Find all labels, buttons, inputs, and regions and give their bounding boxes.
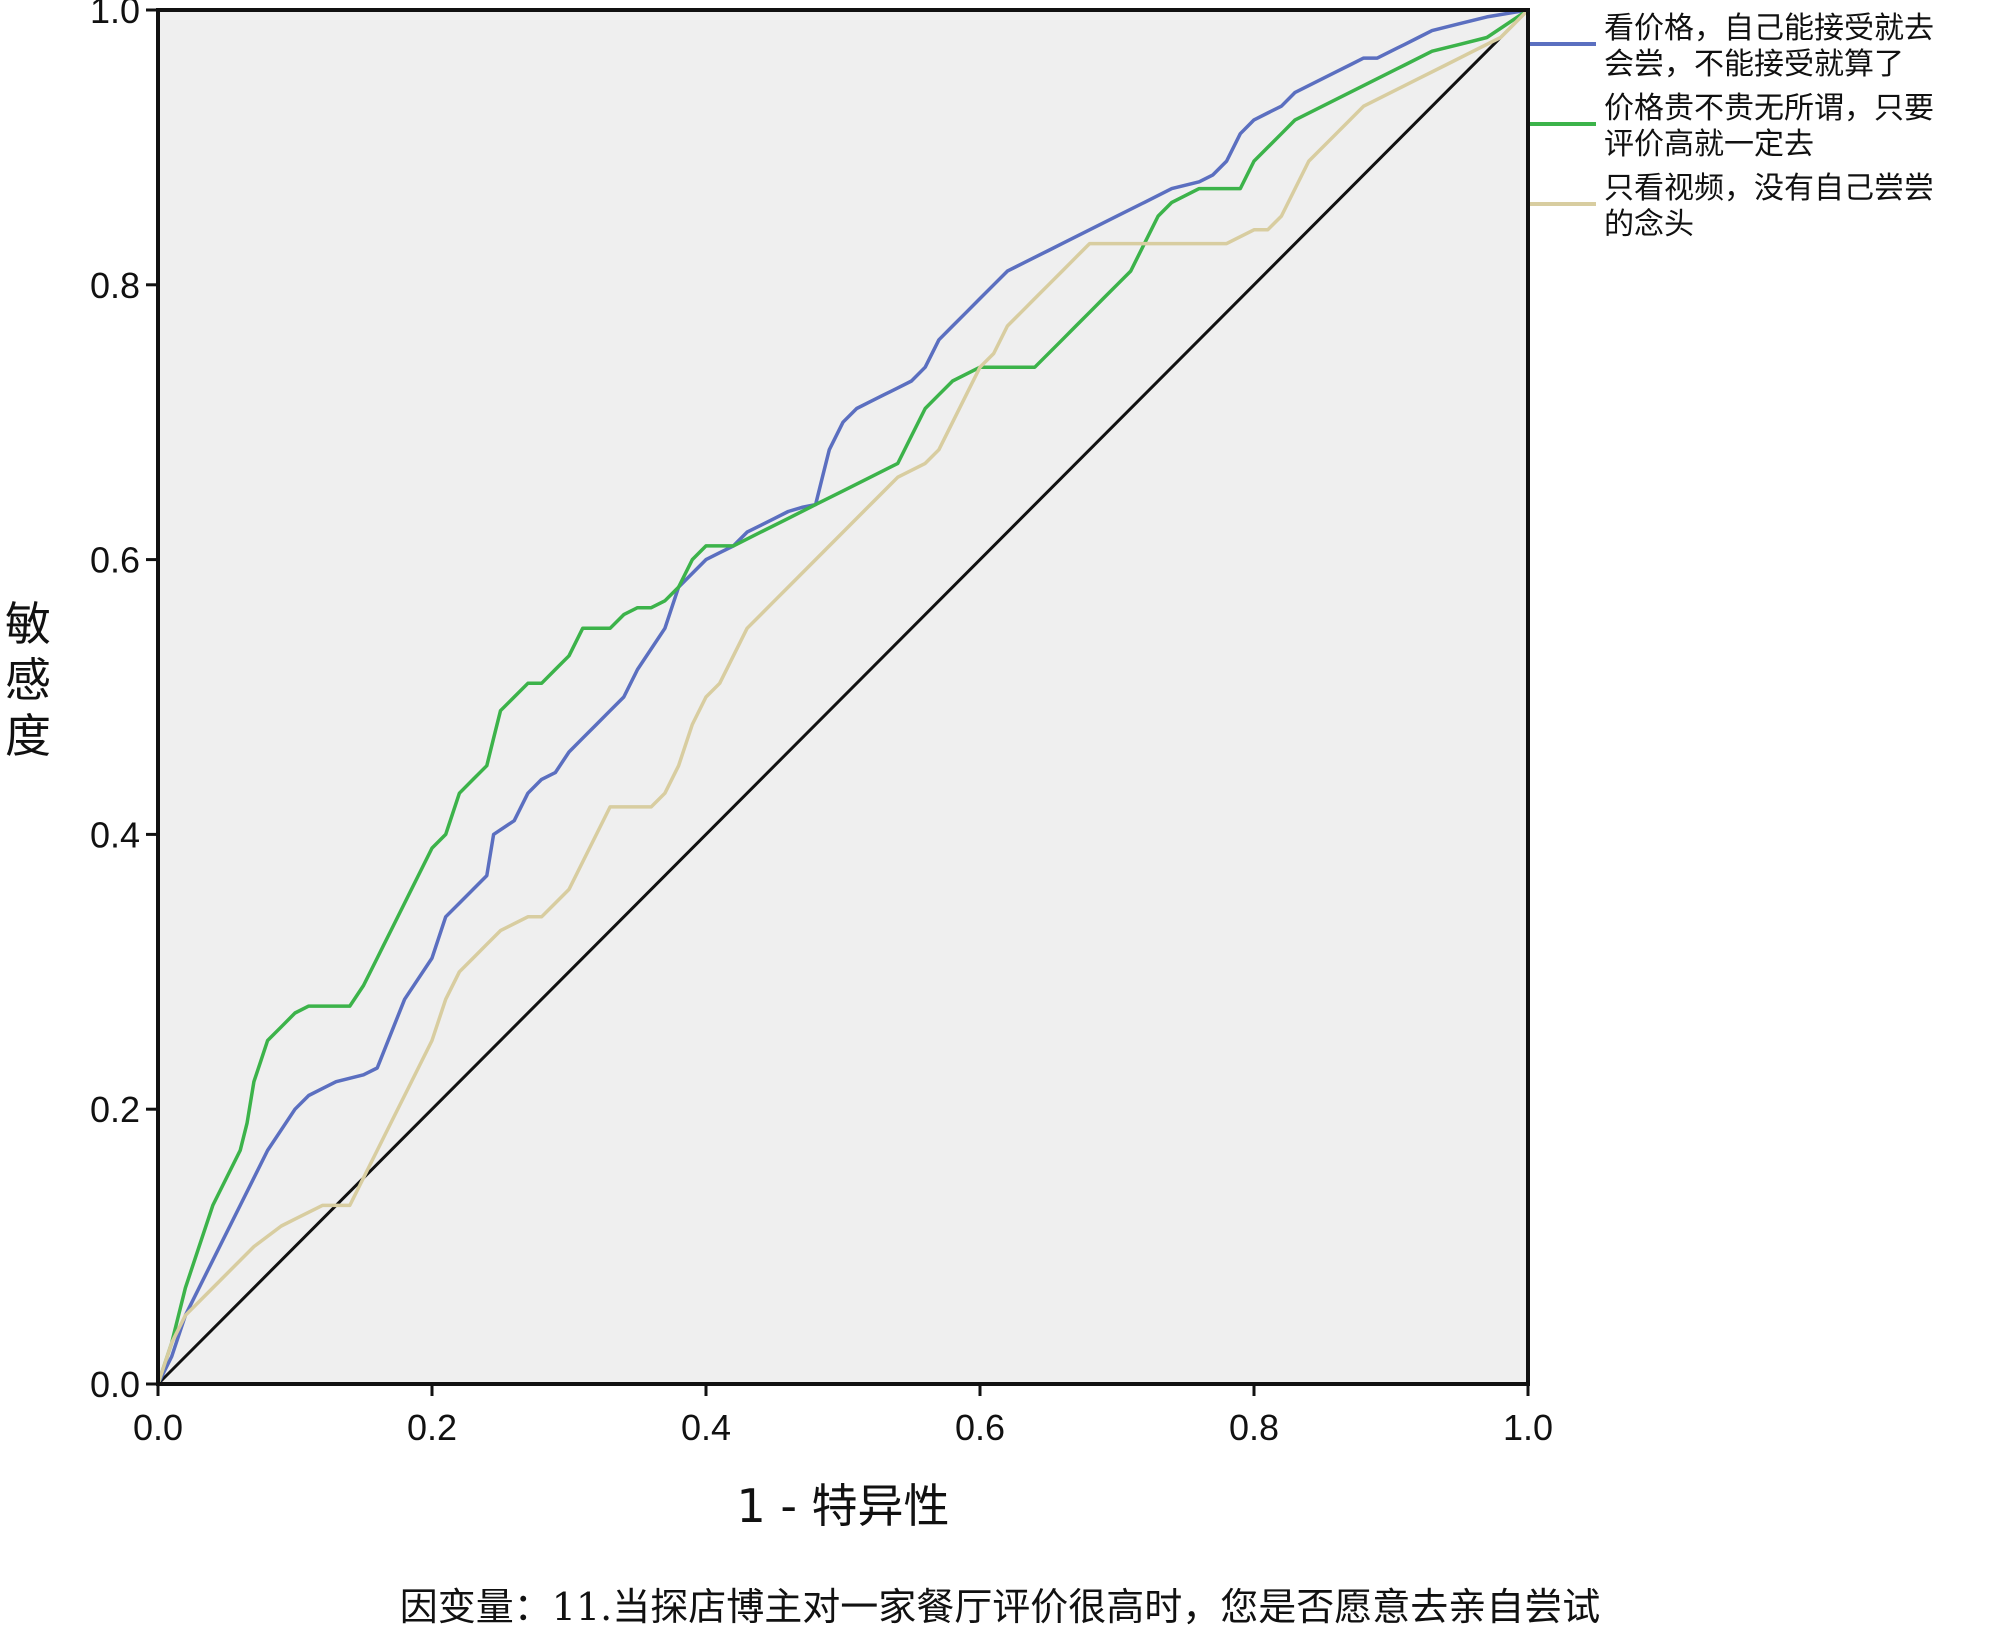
reference-diagonal-line bbox=[156, 8, 1530, 1386]
x-tick-label: 0.4 bbox=[681, 1407, 731, 1448]
legend-label: 只看视频，没有自己尝尝 bbox=[1604, 171, 1934, 206]
legend-label: 价格贵不贵无所谓，只要 bbox=[1604, 91, 1934, 126]
legend-label: 的念头 bbox=[1604, 207, 1694, 242]
y-tick-label: 0.4 bbox=[90, 814, 140, 855]
roc-curve-series-2 bbox=[156, 8, 1529, 1385]
y-tick-label: 0.2 bbox=[90, 1089, 140, 1130]
y-tick-label: 0.6 bbox=[90, 540, 140, 581]
x-axis-title: 1 - 特异性 bbox=[736, 1479, 949, 1533]
chart-caption: 因变量：11.当探店博主对一家餐厅评价很高时，您是否愿意去亲自尝试 bbox=[400, 1585, 1600, 1628]
roc-curve-series-1 bbox=[156, 8, 1529, 1385]
y-tick-label: 1.0 bbox=[90, 0, 140, 31]
roc-curve-series-3 bbox=[156, 8, 1530, 1385]
legend-label: 会尝，不能接受就算了 bbox=[1604, 47, 1904, 82]
legend-label: 看价格，自己能接受就去 bbox=[1604, 11, 1934, 46]
x-tick-label: 0.2 bbox=[407, 1407, 457, 1448]
x-tick-label: 1.0 bbox=[1503, 1407, 1553, 1448]
x-tick-label: 0.6 bbox=[955, 1407, 1005, 1448]
y-tick-label: 0.0 bbox=[90, 1364, 140, 1405]
y-axis-title: 敏感度 bbox=[5, 597, 51, 763]
x-tick-label: 0.8 bbox=[1229, 1407, 1279, 1448]
plot-frame bbox=[156, 8, 1530, 1386]
legend-label: 评价高就一定去 bbox=[1604, 127, 1814, 162]
y-tick-label: 0.8 bbox=[90, 265, 140, 306]
x-tick-label: 0.0 bbox=[133, 1407, 183, 1448]
